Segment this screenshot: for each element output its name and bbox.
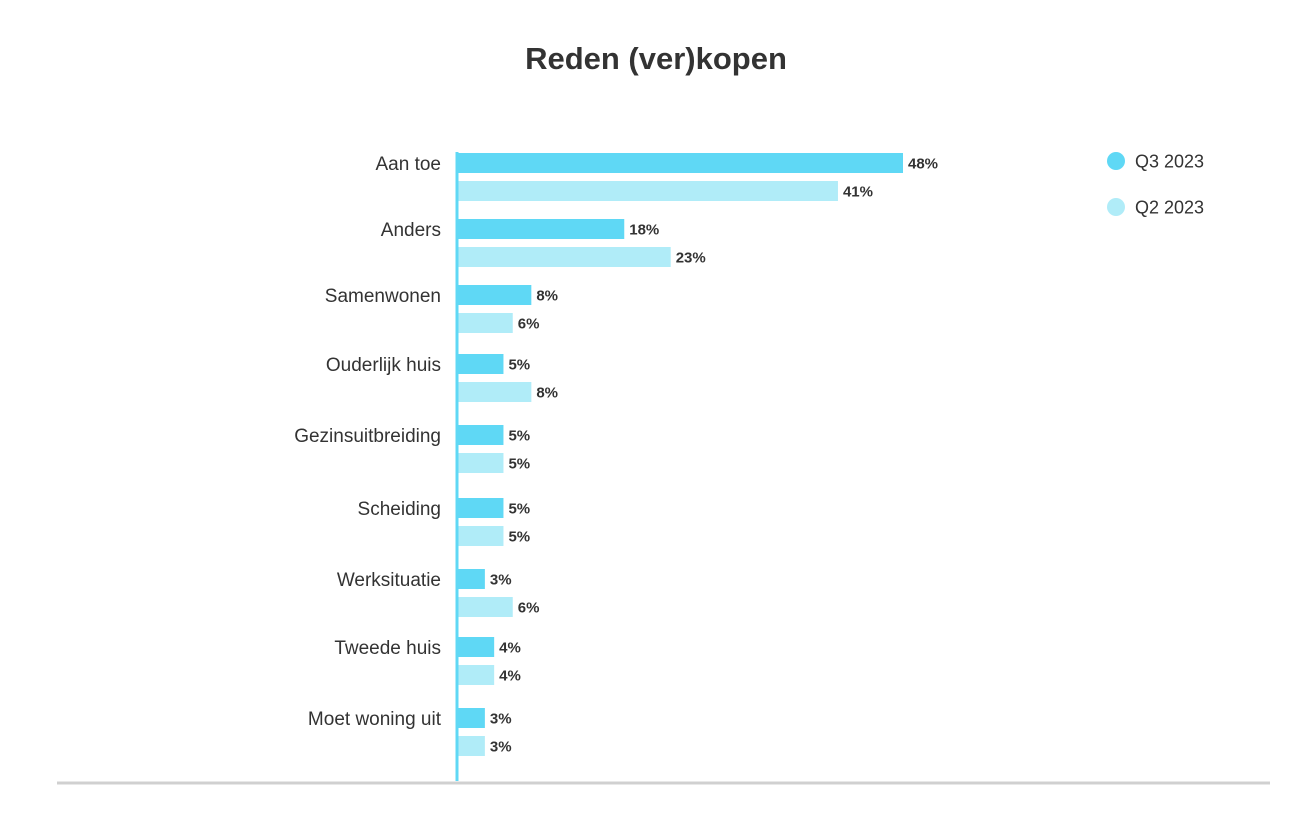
data-label: 48% xyxy=(908,156,938,173)
bar-q2-2023 xyxy=(457,181,838,201)
legend-item-label: Q3 2023 xyxy=(1135,152,1204,172)
bar-q2-2023 xyxy=(457,665,495,685)
chart-title: Reden (ver)kopen xyxy=(525,41,787,76)
legend-item-label: Q2 2023 xyxy=(1135,198,1204,218)
bars-layer: Aan toe 48% 41% Anders 18% 23% Samenwonen 8% 6% O… xyxy=(57,152,1270,785)
category-label: Aan toe xyxy=(376,154,442,175)
bar-q3-2023 xyxy=(457,354,504,374)
data-label: 3% xyxy=(490,572,512,589)
category-label: Gezinsuitbreiding xyxy=(294,426,441,447)
legend-marker xyxy=(1107,198,1125,216)
bar-q2-2023 xyxy=(457,382,532,402)
category-label: Werksituatie xyxy=(337,570,441,591)
bar-q3-2023 xyxy=(457,569,485,589)
category-label: Samenwonen xyxy=(325,286,441,307)
data-label: 6% xyxy=(518,600,540,617)
bar-q2-2023 xyxy=(457,736,485,756)
data-label: 8% xyxy=(536,385,558,402)
bar-q2-2023 xyxy=(457,597,513,617)
data-label: 23% xyxy=(676,250,706,267)
data-label: 3% xyxy=(490,739,512,756)
category-label: Moet woning uit xyxy=(308,709,442,730)
bar-q2-2023 xyxy=(457,247,671,267)
data-label: 18% xyxy=(629,222,659,239)
bar-q3-2023 xyxy=(457,498,504,518)
bar-q3-2023 xyxy=(457,637,495,657)
data-label: 41% xyxy=(843,184,873,201)
bar-q3-2023 xyxy=(457,219,625,239)
bar-q3-2023 xyxy=(457,153,903,173)
data-label: 5% xyxy=(508,456,530,473)
data-label: 5% xyxy=(508,529,530,546)
bar-q3-2023 xyxy=(457,425,504,445)
bar-q2-2023 xyxy=(457,453,504,473)
category-label: Anders xyxy=(381,220,441,241)
data-label: 8% xyxy=(536,288,558,305)
bar-q2-2023 xyxy=(457,526,504,546)
data-label: 6% xyxy=(518,316,540,333)
data-label: 5% xyxy=(508,501,530,518)
bar-q3-2023 xyxy=(457,285,532,305)
bar-q2-2023 xyxy=(457,313,513,333)
category-label: Scheiding xyxy=(358,499,441,520)
legend-marker xyxy=(1107,152,1125,170)
data-label: 3% xyxy=(490,711,512,728)
data-label: 5% xyxy=(508,357,530,374)
category-label: Ouderlijk huis xyxy=(326,355,441,376)
data-label: 4% xyxy=(499,640,521,657)
data-label: 4% xyxy=(499,668,521,685)
category-label: Tweede huis xyxy=(334,638,441,659)
legend: Q3 2023 Q2 2023 xyxy=(1107,152,1204,218)
data-label: 5% xyxy=(508,428,530,445)
bar-q3-2023 xyxy=(457,708,485,728)
